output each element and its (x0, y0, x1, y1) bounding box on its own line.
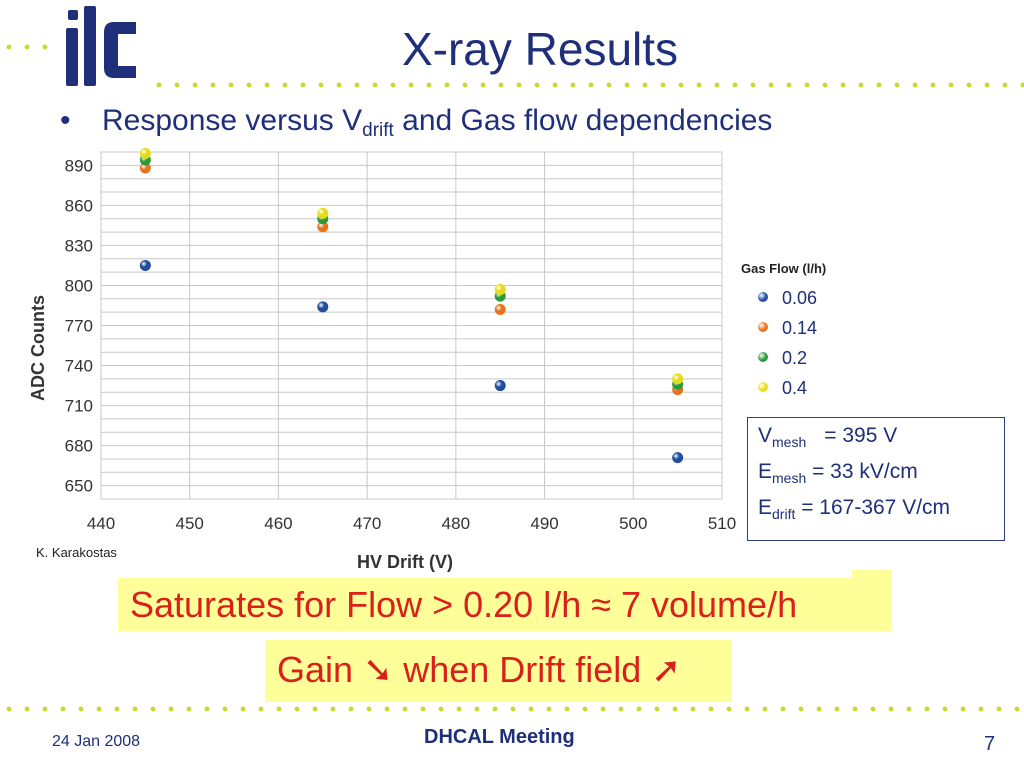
highlight-notch (852, 570, 892, 580)
data-point-flow-0_06 (317, 301, 329, 313)
ilc-logo (66, 6, 136, 86)
legend-label: 0.14 (782, 318, 818, 338)
y-tick-label: 830 (65, 236, 93, 255)
data-point-flow-0_4 (139, 148, 151, 159)
parameters-box: Vmesh = 395 V Emesh = 33 kV/cm Edrift = 1… (747, 417, 1005, 541)
bullet-text-start: Response versus V (102, 104, 363, 137)
data-point-flow-0_14 (317, 221, 329, 233)
legend-marker (758, 352, 768, 362)
legend-label: 0.4 (782, 378, 808, 398)
param-value: = 167-367 V/cm (795, 496, 951, 519)
footer-date: 24 Jan 2008 (52, 733, 141, 750)
param-edrift: Edrift = 167-367 V/cm (758, 496, 994, 532)
y-tick-label: 680 (65, 437, 93, 456)
data-point-flow-0_06 (672, 452, 684, 464)
param-subscript: mesh (772, 434, 807, 450)
chart-ticks: 650 680 710 740 770 800 830 860 890 440 450 460 470 4… (65, 156, 737, 533)
param-value: = 33 kV/cm (806, 460, 918, 483)
y-tick-label: 650 (65, 477, 93, 496)
param-subscript: drift (772, 506, 796, 522)
y-tick-label: 800 (65, 276, 93, 295)
x-tick-label: 500 (619, 514, 647, 533)
bottom-dotted-rule (0, 706, 1024, 712)
legend-item: 0.2 (758, 348, 808, 369)
page-number: 7 (984, 733, 996, 755)
x-tick-label: 490 (530, 514, 558, 533)
y-tick-label: 710 (65, 397, 93, 416)
top-dotted-rule-right (150, 82, 1024, 88)
data-point-flow-0_06 (139, 259, 151, 271)
chart-points (139, 148, 684, 464)
data-point-flow-0_4 (672, 373, 684, 385)
legend-label: 0.06 (782, 288, 818, 308)
legend-marker (758, 382, 768, 392)
footer-meeting: DHCAL Meeting (424, 726, 575, 748)
gain-note-text: Gain ➘ when Drift field ➚ (277, 649, 682, 690)
bullet-subscript: drift (362, 120, 394, 141)
x-tick-label: 510 (708, 514, 736, 533)
legend-item: 0.4 (758, 378, 808, 399)
bullet-text-end: and Gas flow dependencies (393, 104, 773, 137)
legend-item: 0.06 (758, 288, 818, 309)
saturation-note: Saturates for Flow > 0.20 l/h ≈ 7 volume… (118, 578, 892, 631)
x-tick-label: 440 (87, 514, 115, 533)
scatter-chart: 650 680 710 740 770 800 830 860 890 440 450 460 470 4… (28, 148, 737, 572)
data-point-flow-0_4 (317, 207, 329, 219)
x-tick-label: 480 (442, 514, 470, 533)
y-tick-label: 770 (65, 317, 93, 336)
y-axis-label: ADC Counts (28, 295, 48, 401)
x-tick-label: 460 (264, 514, 292, 533)
data-point-flow-0_14 (139, 162, 151, 174)
param-symbol: V (758, 424, 773, 447)
legend-marker (758, 322, 768, 332)
legend-label: 0.2 (782, 348, 808, 368)
top-dotted-rule-left (0, 44, 60, 50)
data-point-flow-0_14 (494, 303, 506, 315)
param-symbol: E (758, 496, 773, 519)
y-tick-label: 860 (65, 196, 93, 215)
legend-title: Gas Flow (l/h) (741, 261, 827, 276)
param-value: = 395 V (824, 424, 898, 447)
data-point-flow-0_06 (494, 380, 506, 392)
param-emesh: Emesh = 33 kV/cm (758, 460, 994, 496)
saturation-note-text: Saturates for Flow > 0.20 l/h ≈ 7 volume… (130, 584, 798, 625)
legend-marker (758, 292, 768, 302)
legend-item: 0.14 (758, 318, 818, 339)
param-subscript: mesh (772, 470, 807, 486)
x-tick-label: 470 (353, 514, 381, 533)
x-tick-label: 450 (176, 514, 204, 533)
x-axis-label: HV Drift (V) (357, 552, 453, 572)
slide-title: X-ray Results (401, 23, 679, 75)
author-credit: K. Karakostas (36, 545, 117, 560)
bullet-point: • Response versus Vdrift and Gas flow dep… (60, 104, 772, 142)
bullet-dot: • (60, 104, 71, 137)
y-tick-label: 740 (65, 357, 93, 376)
param-vmesh: Vmesh = 395 V (758, 424, 994, 460)
gain-note: Gain ➘ when Drift field ➚ (265, 640, 732, 702)
y-tick-label: 890 (65, 156, 93, 175)
chart-grid (100, 151, 723, 500)
data-point-flow-0_4 (494, 283, 506, 295)
param-symbol: E (758, 460, 773, 483)
